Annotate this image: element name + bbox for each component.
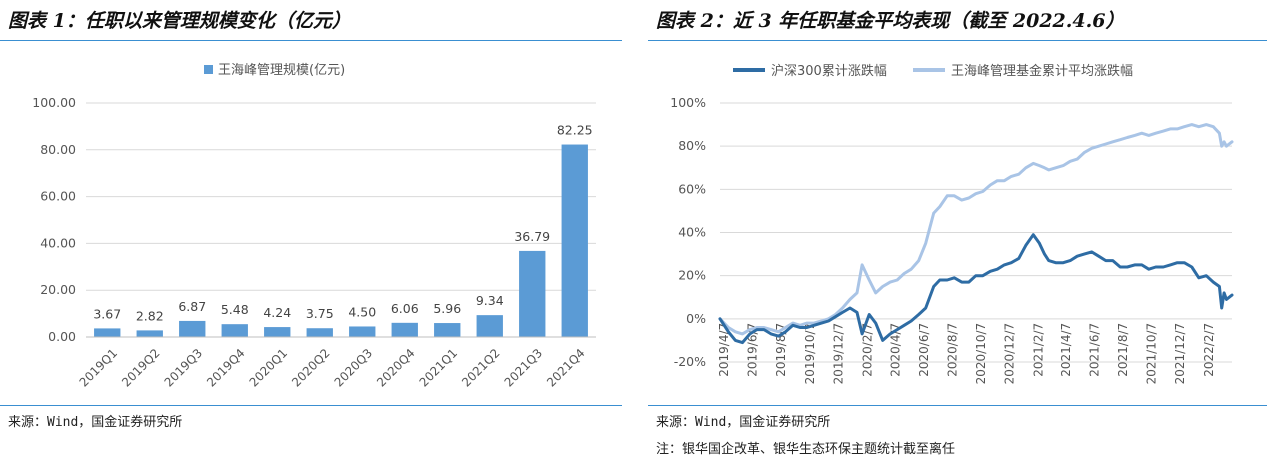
x-tick-label: 2019Q1 (77, 346, 121, 390)
bar (221, 324, 248, 337)
hs300-line (718, 233, 1234, 345)
bar (306, 328, 333, 337)
y-tick-label: 60% (678, 181, 706, 196)
bar-value-label: 3.75 (306, 306, 334, 321)
left-bottom-rule (0, 405, 622, 406)
bar (391, 322, 418, 337)
line-chart: 沪深300累计涨跌幅 王海峰管理基金累计平均涨跌幅 -20% 0% 20% 40% 60% 8… (670, 63, 1234, 385)
bar-value-label: 6.06 (391, 301, 419, 316)
left-figure-panel: 图表 1：任职以来管理规模变化（亿元） 王海峰管理规模(亿元) 0.00 20.00… (0, 0, 622, 471)
bar (434, 323, 461, 337)
bar-value-label: 9.34 (476, 293, 504, 308)
fund-average-line (718, 123, 1234, 336)
x-tick-label: 2020Q2 (289, 346, 333, 390)
bar (136, 330, 163, 337)
x-tick-label: 2020Q3 (332, 346, 376, 390)
x-tick-label: 2019/4/7 (717, 323, 731, 377)
y-tick-label: 80% (678, 138, 706, 153)
y-tick-label: -20% (674, 354, 706, 369)
bar-value-label: 36.79 (514, 229, 550, 244)
right-top-rule (648, 40, 1267, 41)
x-tick-label: 2021/10/7 (1145, 323, 1159, 385)
x-tick-label: 2020Q4 (374, 346, 418, 390)
bar-value-label: 5.96 (433, 301, 461, 316)
bar-value-label: 4.50 (348, 304, 376, 319)
y-tick-label: 0.00 (48, 329, 76, 344)
x-tick-label: 2021Q4 (544, 346, 588, 390)
bar-value-label: 2.82 (136, 308, 164, 323)
right-figure-title: 图表 2：近 3 年任职基金平均表现（截至 2022.4.6） (656, 10, 1125, 32)
bar (476, 315, 503, 337)
legend-label: 王海峰管理规模(亿元) (218, 63, 345, 78)
bar-value-label: 3.67 (93, 306, 121, 321)
bar (264, 327, 291, 337)
x-tick-label: 2020/2/7 (860, 323, 874, 377)
y-tick-label: 0% (686, 311, 706, 326)
bar-value-label: 4.24 (263, 305, 291, 320)
y-tick-label: 40% (678, 225, 706, 240)
x-tick-label: 2021/12/7 (1173, 323, 1187, 385)
x-tick-label: 2021/2/7 (1031, 323, 1045, 377)
bar (179, 320, 206, 337)
bar-value-label: 82.25 (557, 123, 593, 138)
y-tick-label: 100% (670, 95, 706, 110)
bar (349, 326, 376, 337)
x-tick-label: 2019Q3 (162, 346, 206, 390)
x-tick-label: 2022/2/7 (1202, 323, 1216, 377)
bar-value-label: 6.87 (178, 299, 206, 314)
x-tick-label: 2021/6/7 (1088, 323, 1102, 377)
y-tick-label: 20% (678, 268, 706, 283)
left-source-note: 来源：Wind，国金证券研究所 (8, 415, 183, 430)
x-tick-label: 2019Q4 (204, 346, 248, 390)
x-tick-label: 2020/6/7 (917, 323, 931, 377)
bar (519, 250, 546, 337)
y-tick-label: 100.00 (32, 95, 76, 110)
left-top-rule (0, 40, 622, 41)
x-tick-label: 2019Q2 (119, 346, 163, 390)
y-tick-label: 80.00 (40, 142, 76, 157)
x-tick-label: 2020Q1 (247, 346, 291, 390)
y-tick-label: 60.00 (40, 189, 76, 204)
x-tick-label: 2021Q1 (417, 346, 461, 390)
bar (94, 328, 121, 337)
bar (561, 144, 588, 337)
legend-label: 沪深300累计涨跌幅 (771, 63, 887, 79)
x-tick-label: 2021Q2 (459, 346, 503, 390)
y-tick-label: 20.00 (40, 282, 76, 297)
legend-label: 王海峰管理基金累计平均涨跌幅 (951, 63, 1133, 79)
right-footnote: 注：银华国企改革、银华生态环保主题统计截至离任 (656, 442, 956, 457)
right-figure-panel: 图表 2：近 3 年任职基金平均表现（截至 2022.4.6） 沪深300累计涨… (648, 0, 1267, 471)
left-figure-title: 图表 1：任职以来管理规模变化（亿元） (8, 10, 351, 32)
right-bottom-rule (648, 405, 1267, 406)
bar-chart: 王海峰管理规模(亿元) 0.00 20.00 40.00 60.00 80.00 100.0… (32, 63, 596, 390)
x-tick-label: 2020/4/7 (888, 323, 902, 377)
bar-value-label: 5.48 (221, 302, 249, 317)
x-tick-label: 2021/8/7 (1116, 323, 1130, 377)
right-source-note: 来源：Wind，国金证券研究所 (656, 415, 831, 430)
x-tick-label: 2019/10/7 (803, 323, 817, 385)
x-tick-label: 2020/12/7 (1002, 323, 1016, 385)
x-tick-label: 2021/4/7 (1059, 323, 1073, 377)
x-tick-label: 2020/8/7 (945, 323, 959, 377)
x-tick-label: 2020/10/7 (974, 323, 988, 385)
legend-swatch (204, 65, 213, 74)
y-tick-label: 40.00 (40, 235, 76, 250)
x-tick-label: 2019/12/7 (831, 323, 845, 385)
x-tick-label: 2021Q3 (502, 346, 546, 390)
